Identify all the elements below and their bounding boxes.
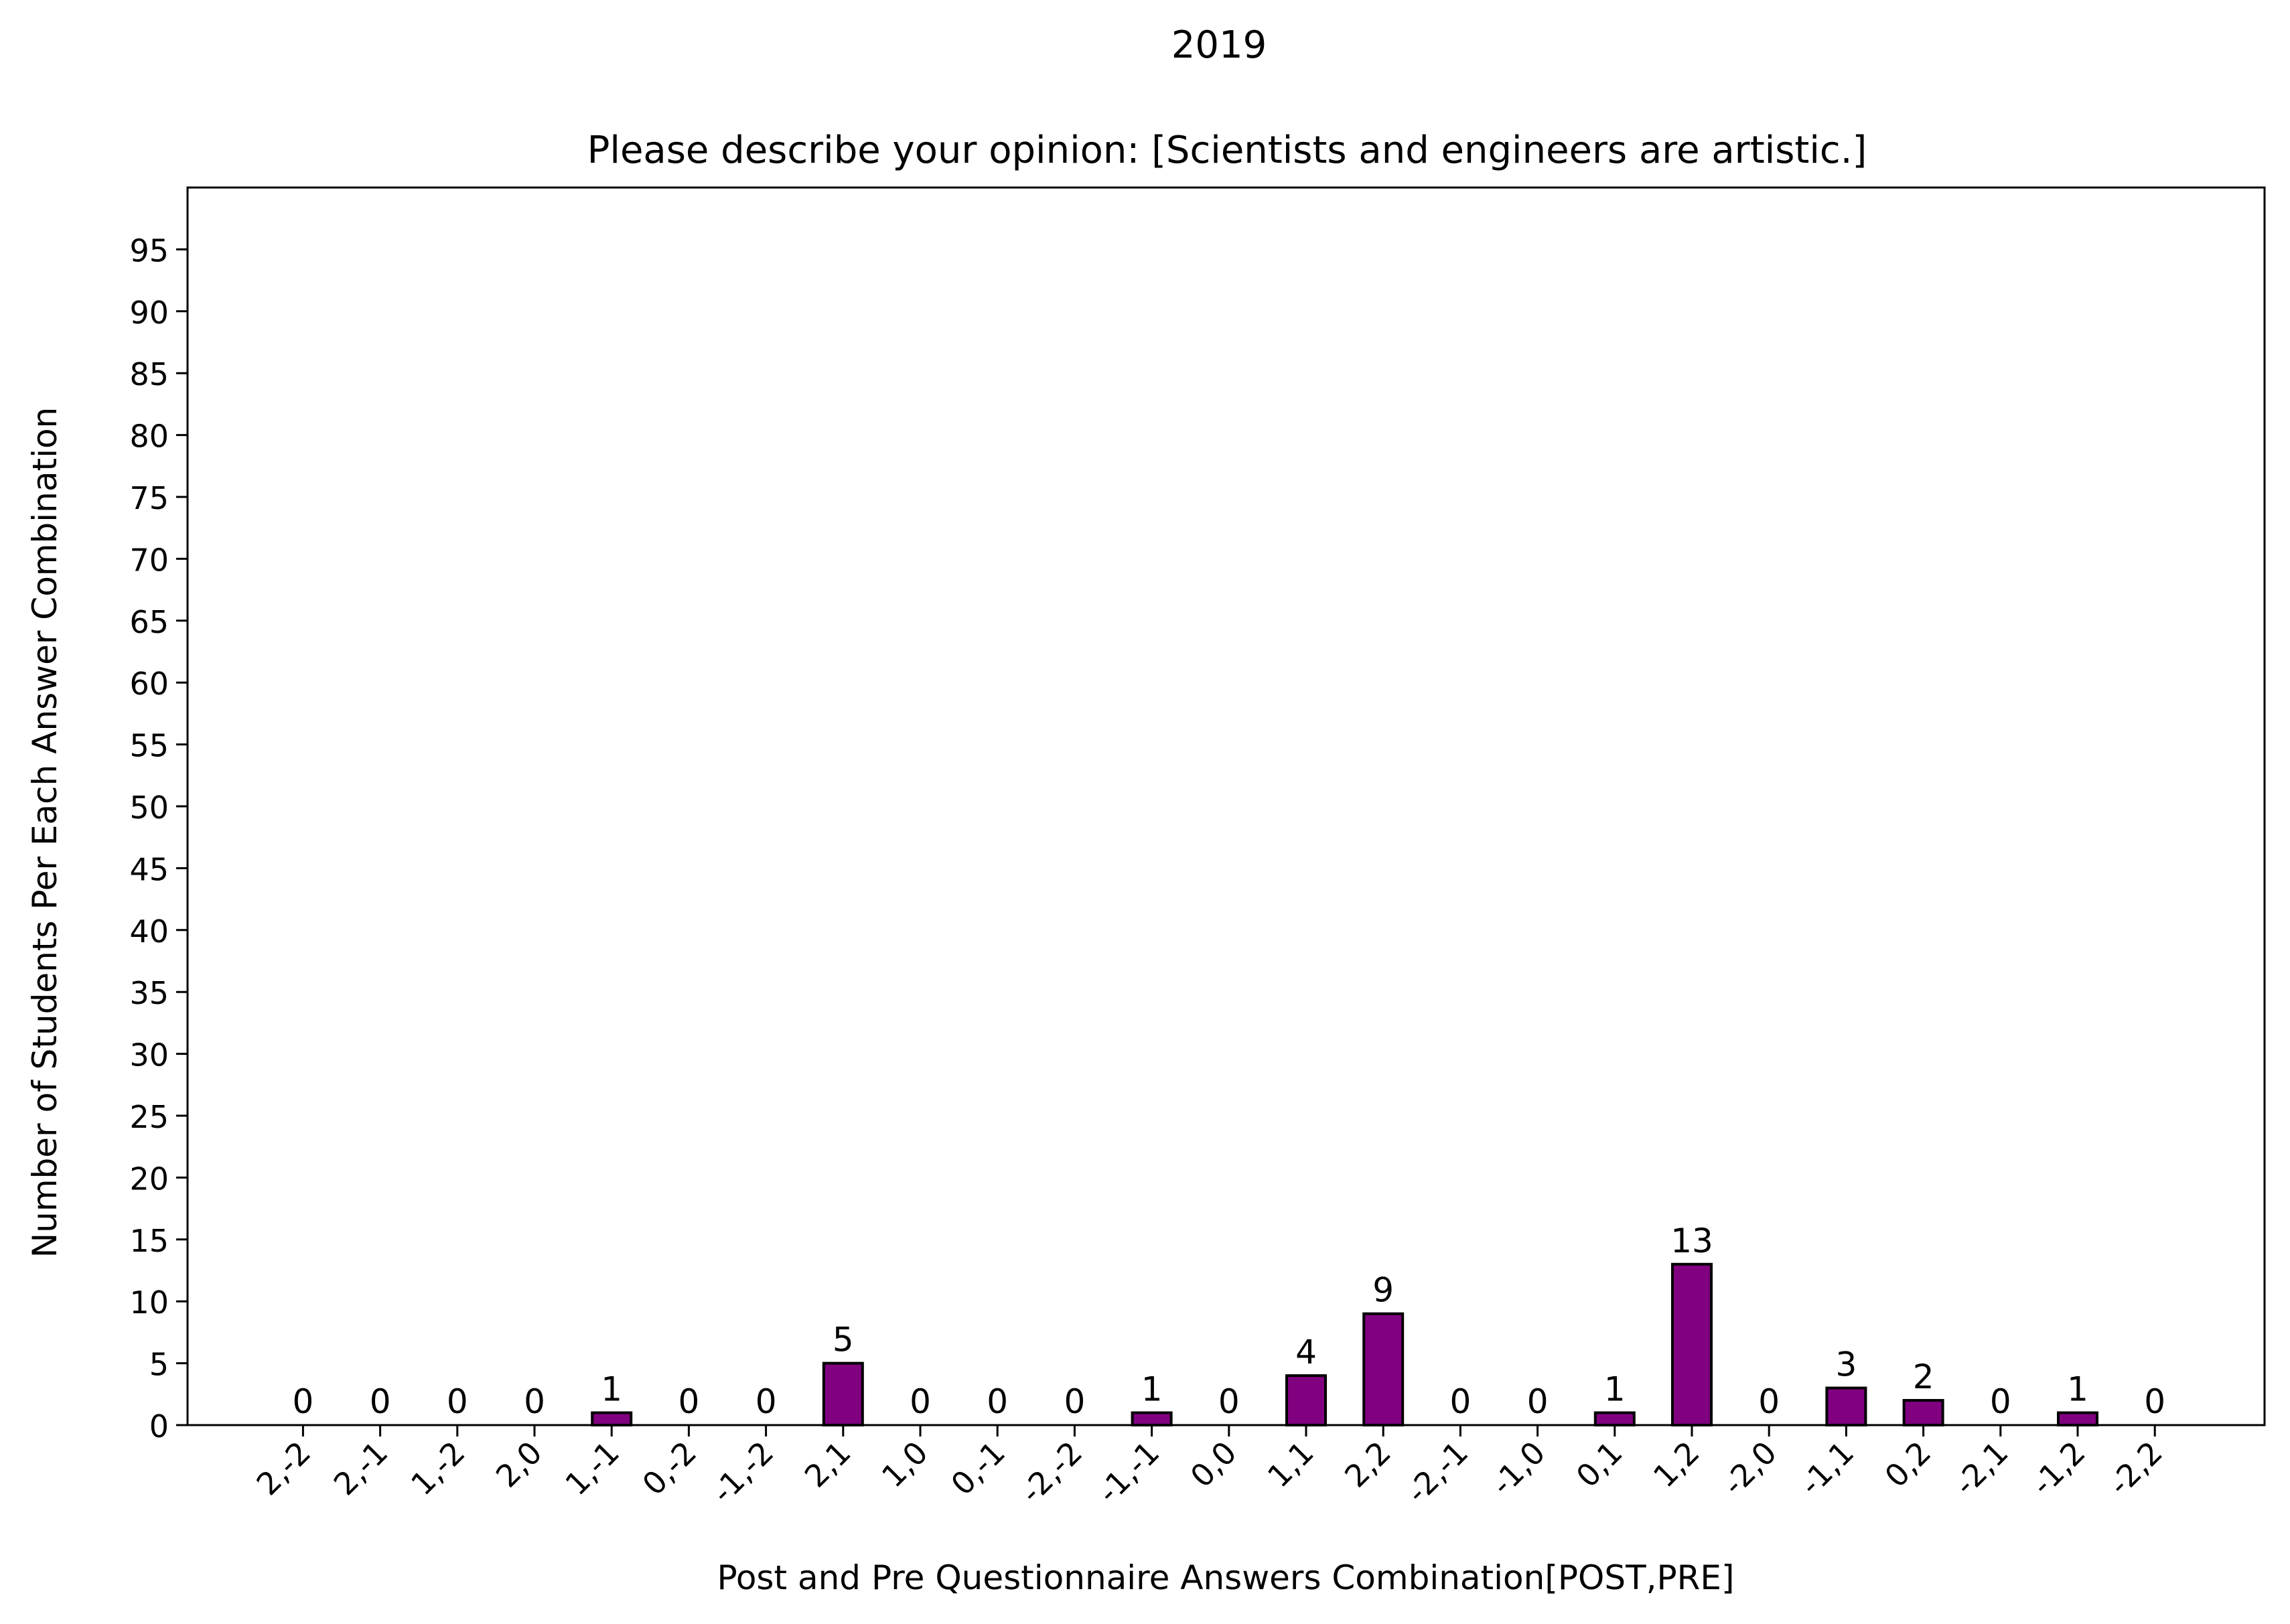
y-tick-label: 0 [149,1408,169,1445]
y-tick-label: 5 [149,1347,169,1383]
y-tick-label: 45 [129,851,169,887]
data-labels: 0 0 0 0 1 0 0 5 0 0 0 1 0 4 9 0 0 1 13 0 3 2 0 1 0 [292,1222,2165,1421]
bar-value-label: 1 [2067,1370,2088,1409]
bar-value-label: 0 [524,1382,545,1421]
chart-suptitle: 2019 [1171,23,1267,67]
y-tick-label: 15 [129,1223,169,1259]
y-axis-label: Number of Students Per Each Answer Combi… [25,407,64,1258]
y-tick-label: 10 [129,1284,169,1321]
bar-value-label: 0 [1758,1382,1780,1421]
bar-value-label: 4 [1295,1333,1317,1372]
bar-value-label: 0 [1990,1382,2011,1421]
bar-value-label: 0 [756,1382,777,1421]
y-tick-label: 35 [129,975,169,1011]
bar-value-label: 0 [447,1382,468,1421]
y-tick-label: 70 [129,542,169,578]
bar [1902,1399,1944,1427]
bar-value-label: 5 [833,1321,854,1359]
y-tick-label: 60 [129,666,169,702]
y-tick-label: 90 [129,295,169,331]
bar-value-label: 0 [910,1382,931,1421]
bar-value-label: 1 [1604,1370,1626,1409]
y-tick-label: 30 [129,1037,169,1074]
bar-value-label: 9 [1372,1271,1394,1310]
bars [591,1262,2098,1427]
bar-value-label: 0 [1064,1382,1085,1421]
bar [591,1411,633,1427]
bar-value-label: 0 [678,1382,699,1421]
bar [822,1361,864,1426]
y-tick-label: 25 [129,1099,169,1135]
bar-value-label: 2 [1913,1357,1934,1396]
bar-value-label: 0 [292,1382,313,1421]
bar-value-label: 0 [1218,1382,1240,1421]
bar [1671,1262,1713,1427]
bar-value-label: 0 [370,1382,391,1421]
bar [1825,1386,1867,1427]
y-tick-label: 40 [129,913,169,950]
bar [1593,1411,1636,1427]
y-axis: 0 5 10 15 20 25 30 35 40 45 50 55 60 65 70 75 80 85 90 95 [129,232,188,1445]
bar-value-label: 3 [1835,1345,1857,1384]
y-tick-label: 85 [129,356,169,392]
bar [1362,1312,1405,1427]
bar-value-label: 13 [1670,1222,1713,1260]
bar-value-label: 0 [2144,1382,2165,1421]
y-tick-label: 75 [129,480,169,516]
bar-value-label: 1 [601,1370,622,1409]
x-axis-label: Post and Pre Questionnaire Answers Combi… [717,1558,1734,1597]
bar-value-label: 0 [987,1382,1008,1421]
y-tick-label: 55 [129,728,169,764]
y-tick-label: 80 [129,419,169,455]
bar-value-label: 0 [1449,1382,1471,1421]
bar [2057,1411,2098,1427]
bar [1131,1411,1173,1427]
y-tick-label: 20 [129,1161,169,1197]
bar [1285,1374,1327,1427]
chart-title: Please describe your opinion: [Scientist… [587,129,1867,172]
y-tick-label: 95 [129,232,169,269]
bar-value-label: 1 [1141,1370,1163,1409]
bar-value-label: 0 [1527,1382,1549,1421]
y-tick-label: 50 [129,790,169,826]
y-tick-label: 65 [129,604,169,640]
